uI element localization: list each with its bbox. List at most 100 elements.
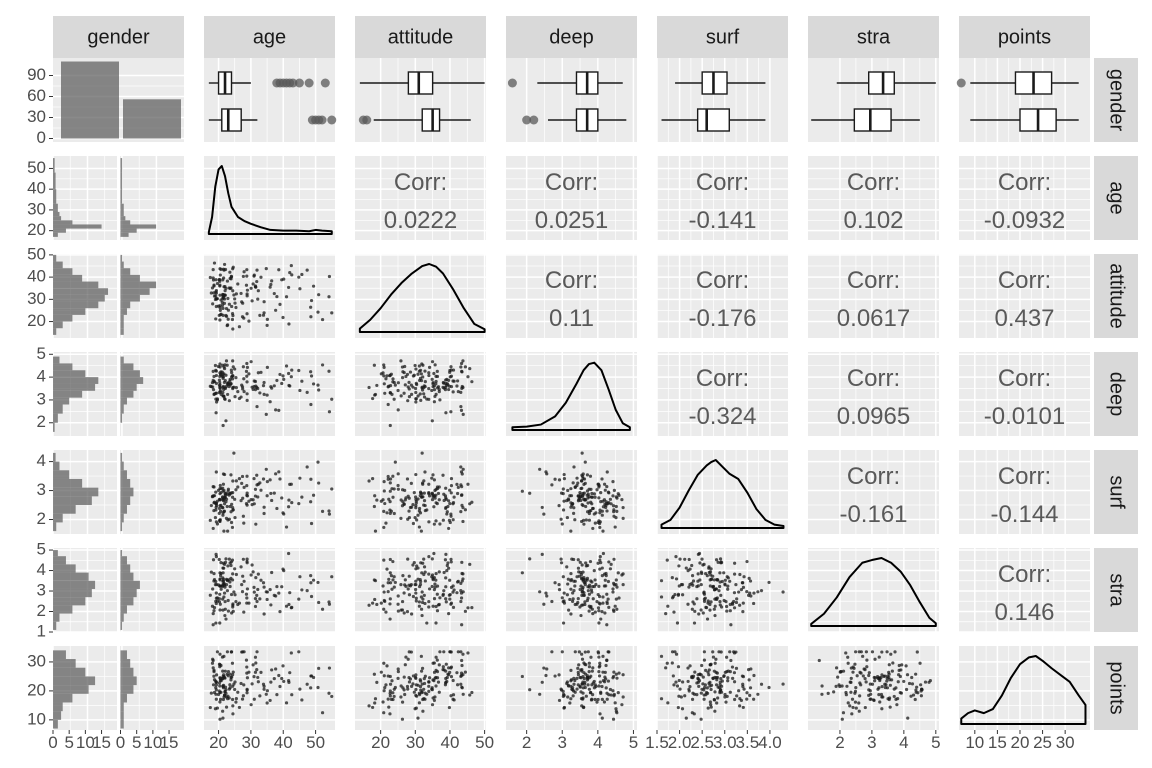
histogram-bar — [120, 274, 140, 282]
scatter-point — [435, 485, 440, 489]
scatter-point — [728, 579, 732, 583]
scatter-point — [253, 597, 258, 601]
y-tick-label: 2 — [37, 509, 46, 528]
scatter-point — [402, 391, 406, 395]
scatter-point — [890, 669, 894, 673]
scatter-point — [698, 561, 702, 565]
scatter-point — [309, 305, 313, 309]
scatter-point — [400, 504, 405, 508]
scatter-point — [309, 370, 313, 374]
scatter-point — [258, 313, 262, 317]
scatter-point — [859, 671, 863, 675]
histogram-bar — [53, 496, 92, 506]
scatter-point — [899, 668, 903, 672]
scatter-point — [420, 590, 424, 594]
scatter-point — [389, 509, 393, 513]
scatter-point — [459, 361, 464, 366]
scatter-point — [385, 511, 389, 515]
scatter-point — [709, 567, 713, 571]
scatter-point — [444, 585, 448, 589]
panel-gender-stra — [808, 58, 939, 142]
scatter-point — [861, 654, 865, 658]
scatter-point — [221, 716, 225, 720]
scatter-point — [578, 605, 582, 609]
scatter-point — [832, 690, 836, 694]
scatter-point — [470, 500, 474, 504]
scatter-point — [914, 690, 918, 694]
scatter-point — [569, 577, 574, 582]
scatter-point — [287, 322, 291, 326]
scatter-point — [215, 499, 220, 503]
histogram-bar — [53, 232, 58, 237]
scatter-point — [867, 673, 871, 678]
scatter-point — [396, 487, 400, 491]
scatter-point — [245, 676, 250, 680]
scatter-point — [606, 490, 611, 494]
scatter-point — [408, 370, 413, 374]
y-tick-label: 5 — [37, 344, 46, 363]
scatter-point — [561, 621, 566, 625]
scatter-point — [219, 392, 223, 396]
scatter-point — [707, 673, 711, 677]
scatter-point — [408, 505, 413, 510]
scatter-point — [290, 368, 294, 372]
scatter-point — [540, 680, 544, 684]
scatter-point — [419, 669, 424, 673]
scatter-point — [275, 693, 279, 697]
scatter-point — [425, 621, 429, 625]
scatter-point — [601, 595, 605, 599]
scatter-point — [284, 604, 289, 608]
scatter-point — [289, 606, 293, 610]
scatter-point — [309, 477, 313, 481]
scatter-point — [393, 685, 397, 690]
panel-age-surf: Corr:-0.141 — [656, 156, 788, 240]
scatter-point — [316, 685, 320, 690]
scatter-point — [677, 564, 681, 568]
scatter-point — [709, 703, 713, 707]
scatter-point — [234, 700, 238, 704]
scatter-point — [849, 680, 853, 685]
scatter-point — [417, 701, 421, 705]
scatter-point — [229, 520, 234, 525]
scatter-point — [416, 566, 420, 570]
scatter-point — [611, 717, 616, 721]
scatter-point — [742, 687, 746, 691]
scatter-point — [603, 502, 607, 506]
scatter-point — [414, 499, 418, 503]
scatter-point — [228, 672, 232, 676]
panel-deep-gender — [52, 352, 184, 436]
corr-label: Corr: — [545, 267, 598, 294]
scatter-point — [300, 379, 304, 383]
scatter-point — [569, 684, 573, 689]
scatter-point — [575, 476, 579, 480]
scatter-point — [434, 621, 438, 625]
scatter-point — [894, 697, 898, 702]
scatter-point — [218, 684, 222, 688]
scatter-point — [288, 271, 292, 275]
scatter-point — [888, 683, 892, 687]
scatter-point — [597, 665, 601, 669]
scatter-point — [256, 482, 260, 486]
scatter-point — [245, 587, 250, 591]
scatter-point — [734, 600, 739, 605]
histogram-bar — [53, 580, 96, 589]
scatter-point — [565, 593, 569, 597]
corr-label: Corr: — [696, 365, 749, 392]
scatter-point — [223, 613, 227, 618]
scatter-point — [723, 583, 727, 587]
scatter-point — [229, 675, 233, 680]
scatter-point — [425, 508, 429, 512]
scatter-point — [604, 686, 608, 690]
scatter-point — [372, 672, 376, 676]
scatter-point — [222, 673, 226, 677]
scatter-point — [443, 683, 448, 687]
scatter-point — [688, 684, 692, 689]
corr-label: Corr: — [696, 267, 749, 294]
scatter-point — [578, 587, 582, 592]
scatter-point — [566, 497, 570, 501]
scatter-point — [433, 582, 437, 586]
scatter-point — [451, 605, 456, 610]
scatter-point — [249, 286, 253, 290]
scatter-point — [923, 680, 928, 684]
scatter-point — [221, 697, 226, 702]
